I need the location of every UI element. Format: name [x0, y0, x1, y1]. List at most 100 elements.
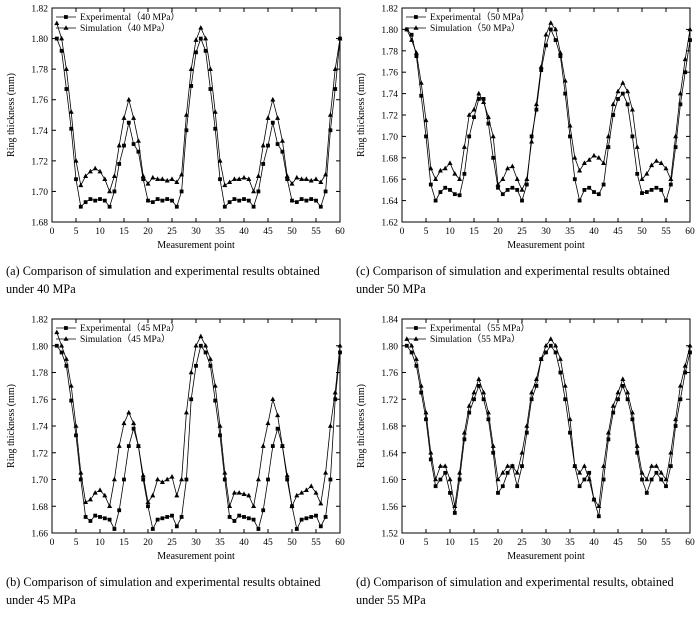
- chart-b-xtick-label: 35: [215, 538, 225, 548]
- chart-b-experimental-point: [122, 477, 126, 482]
- chart-d-legend-square-marker: [414, 326, 418, 330]
- chart-a-simulation-point: [135, 138, 141, 143]
- chart-a-experimental-point: [189, 84, 194, 88]
- chart-a-experimental-point: [323, 189, 328, 194]
- chart-c-simulation-point: [471, 106, 477, 112]
- chart-c-experimental-point: [515, 188, 520, 192]
- chart-a-xtick-label: 55: [311, 227, 321, 237]
- chart-b-experimental-point: [246, 516, 251, 521]
- chart-d-experimental-point: [472, 397, 476, 402]
- chart-c-experimental-point: [659, 188, 664, 192]
- chart-b-simulation-point: [164, 476, 170, 482]
- chart-b-simulation-point: [131, 420, 137, 426]
- chart-c-ytick-label: 1.78: [381, 47, 398, 57]
- chart-c-simulation-point: [639, 176, 645, 181]
- chart-a-simulation-point: [73, 158, 79, 163]
- chart-c-experimental-point: [678, 102, 683, 107]
- chart-d-experimental-point: [635, 450, 640, 455]
- chart-d-simulation-point: [548, 336, 554, 341]
- chart-d-experimental-point: [616, 397, 620, 402]
- chart-a-simulation-point: [155, 176, 161, 181]
- chart-c-simulation-point: [418, 80, 424, 85]
- chart-b-experimental-point: [275, 426, 280, 431]
- chart-c-experimental-point: [472, 115, 476, 120]
- chart-c-experimental-point: [500, 192, 505, 197]
- chart-b-ytick-label: 1.66: [31, 530, 48, 540]
- chart-a-simulation-point: [107, 188, 113, 194]
- chart-c-experimental-point: [563, 91, 568, 96]
- chart-c-simulation-point: [495, 181, 501, 187]
- chart-c-experimental-point: [476, 97, 481, 101]
- chart-d-experimental-point: [688, 350, 692, 355]
- chart-a-experimental-point: [314, 198, 318, 203]
- chart-c-simulation-point: [567, 122, 573, 128]
- chart-b-experimental-point: [299, 517, 304, 522]
- chart-b-legend-label: Simulation（45 MPa）: [80, 333, 171, 345]
- chart-d-simulation-point: [567, 416, 573, 422]
- chart-b-experimental-point: [208, 363, 213, 368]
- chart-b-simulation-point: [135, 443, 141, 448]
- chart-c-simulation-point: [533, 101, 539, 107]
- chart-c-simulation-point: [663, 165, 669, 171]
- chart-c-experimental-point: [592, 190, 596, 194]
- chart-c-experimental-point: [462, 171, 467, 176]
- chart-d-experimental-point: [419, 390, 424, 395]
- chart-b-simulation-point: [87, 496, 93, 502]
- chart-b-simulation-point: [222, 470, 228, 475]
- chart-c-experimental-point: [467, 134, 472, 139]
- chart-a-series-experimental-line: [56, 37, 341, 208]
- chart-d-series-experimental-line: [406, 345, 691, 517]
- chart-c-ylabel: Ring thickness (mm): [356, 73, 367, 157]
- chart-d-simulation-point: [538, 356, 544, 361]
- chart-c-experimental-point: [510, 185, 515, 190]
- chart-a-simulation-point: [54, 20, 60, 26]
- chart-d-experimental-point: [601, 477, 606, 482]
- chart-a-experimental-point: [280, 149, 285, 154]
- chart-a-legend-square-marker: [64, 15, 68, 19]
- chart-d-experimental-point: [424, 417, 428, 422]
- chart-c-legend-triangle-marker: [413, 25, 419, 30]
- chart-c-experimental-point: [481, 97, 486, 101]
- chart-a-experimental-point: [294, 200, 299, 205]
- chart-d-simulation-point: [677, 383, 683, 388]
- chart-b-experimental-point: [184, 477, 189, 482]
- chart-a-experimental-point: [333, 87, 338, 91]
- chart-c-simulation-point: [625, 88, 631, 94]
- chart-b-experimental-point: [314, 513, 318, 518]
- chart-d-experimental-point: [620, 383, 625, 388]
- chart-b-experimental-point: [227, 515, 232, 519]
- chart-c-simulation-point: [529, 138, 535, 144]
- chart-b-simulation-point: [107, 503, 113, 509]
- chart-b-simulation-point: [308, 483, 314, 488]
- chart-c-simulation-point: [677, 90, 683, 96]
- chart-c-experimental-point: [644, 190, 649, 194]
- chart-c-simulation-point: [514, 176, 520, 181]
- chart-c-ytick-label: 1.62: [381, 219, 398, 229]
- chart-d-simulation-point: [625, 389, 631, 395]
- chart-d-experimental-point: [644, 490, 649, 495]
- chart-c-legend-label: Simulation（50 MPa）: [430, 22, 521, 34]
- chart-c-experimental-point: [649, 188, 654, 192]
- chart-a-experimental-point: [227, 200, 232, 205]
- chart-b-simulation-point: [116, 443, 122, 448]
- chart-b-simulation-point: [270, 396, 276, 402]
- chart-b-experimental-point: [294, 527, 299, 531]
- chart-d-legend-label: Simulation（55 MPa）: [430, 333, 521, 345]
- chart-d-simulation-point: [476, 376, 482, 381]
- chart-b-experimental-point: [251, 517, 256, 522]
- chart-b-experimental-point: [165, 515, 170, 519]
- chart-d-experimental-point: [462, 437, 467, 442]
- caption-a: (a) Comparison of simulation and experim…: [6, 264, 320, 296]
- chart-d-ytick-label: 1.76: [381, 369, 398, 379]
- chart-a-ylabel: Ring thickness (mm): [6, 73, 17, 157]
- chart-b-experimental-point: [328, 477, 333, 482]
- chart-a-simulation-point: [284, 173, 290, 178]
- chart-a-experimental-point: [112, 189, 117, 194]
- chart-d-simulation-point: [572, 463, 578, 468]
- chart-b-simulation-point: [155, 476, 161, 482]
- chart-d-simulation-point: [629, 409, 635, 415]
- chart-a-xtick-label: 20: [143, 227, 153, 237]
- chart-d-ytick-label: 1.60: [381, 476, 398, 486]
- chart-a-simulation-point: [131, 115, 137, 120]
- chart-b-simulation-point: [73, 423, 79, 428]
